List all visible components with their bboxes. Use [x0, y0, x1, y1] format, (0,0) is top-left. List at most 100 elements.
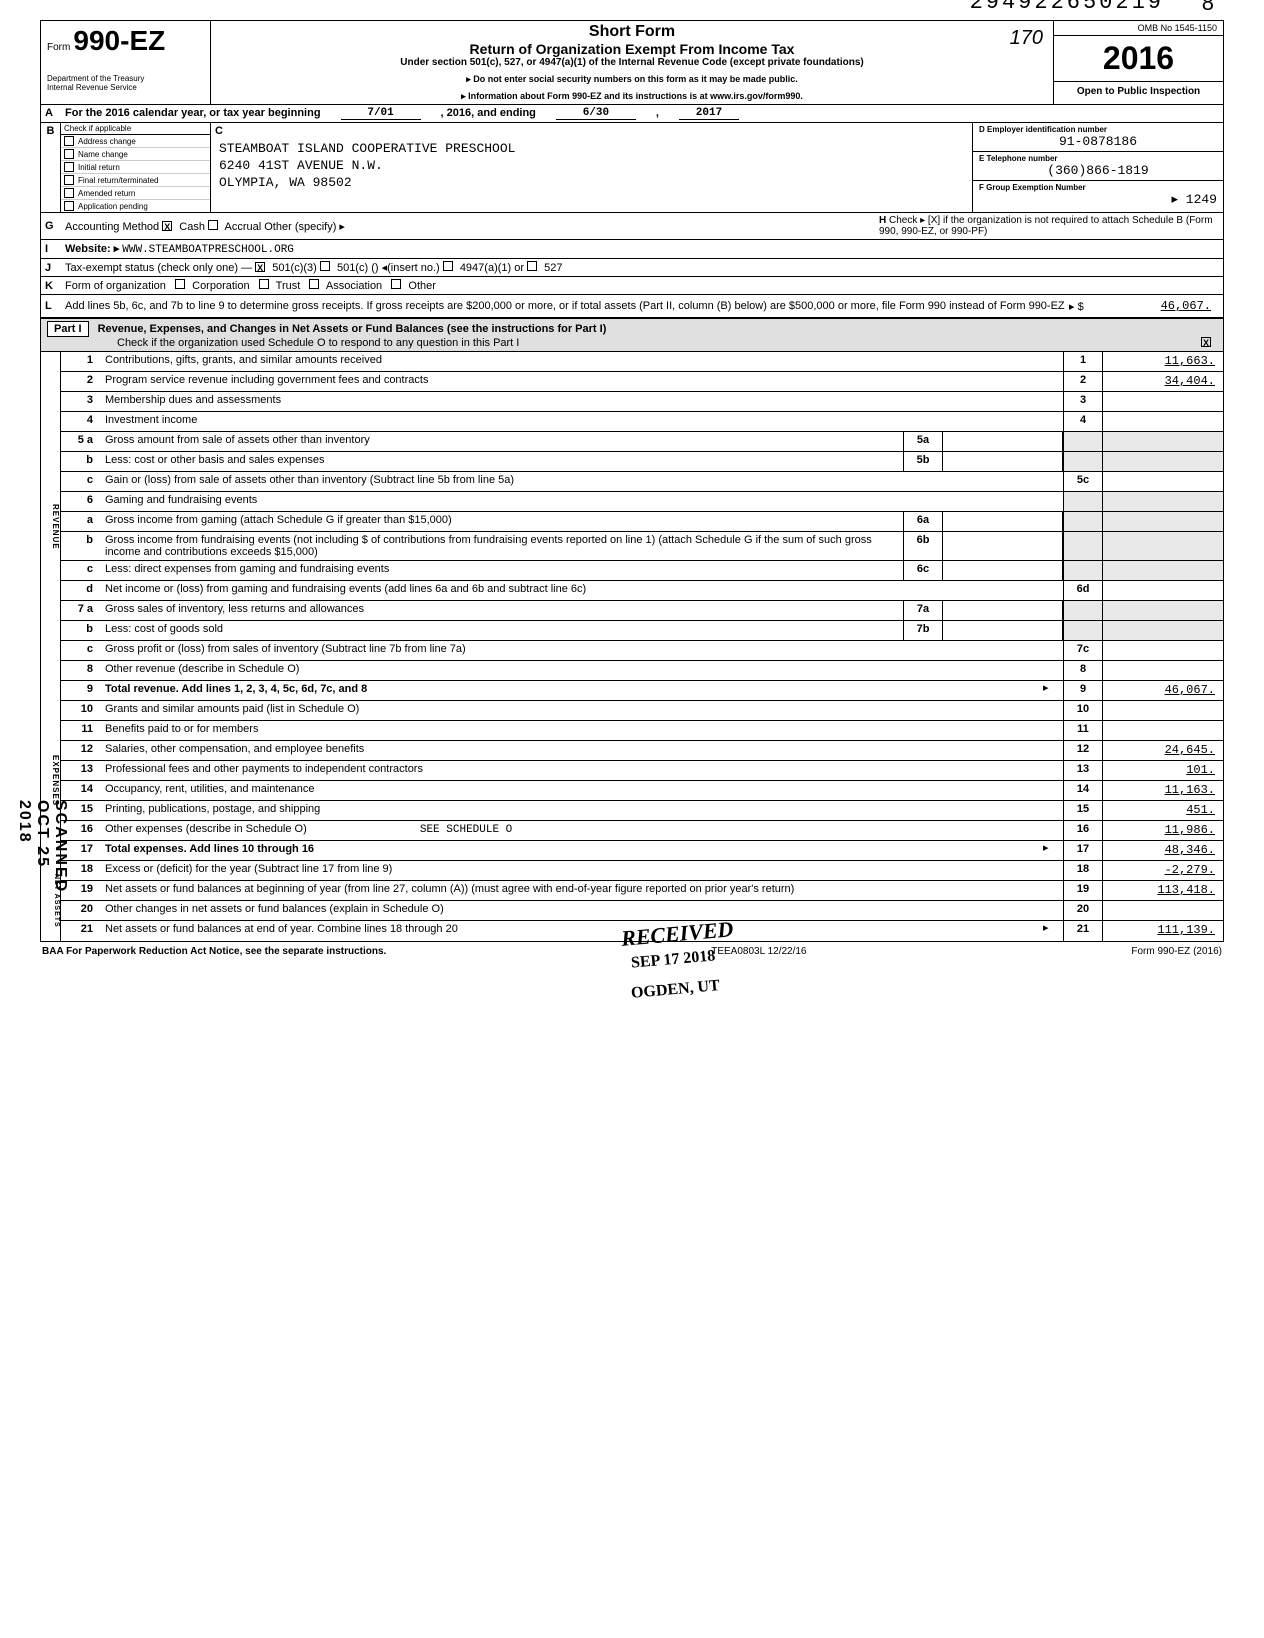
row-l: L Add lines 5b, 6c, and 7b to line 9 to …	[41, 295, 1223, 318]
omb-number: OMB No 1545-1150	[1054, 21, 1223, 36]
checkbox-corporation[interactable]	[175, 279, 185, 289]
checkbox-other[interactable]	[391, 279, 401, 289]
label-g: G	[45, 220, 65, 232]
line13-value: 101.	[1103, 761, 1223, 780]
part1-badge: Part I	[47, 321, 89, 337]
label-d: D Employer identification number	[979, 125, 1217, 134]
right-info: D Employer identification number 91-0878…	[973, 123, 1223, 212]
checkbox-association[interactable]	[309, 279, 319, 289]
header-row: Form 990-EZ Department of the Treasury I…	[41, 21, 1223, 105]
org-address: STEAMBOAT ISLAND COOPERATIVE PRESCHOOL 6…	[219, 141, 964, 192]
label-f: F Group Exemption Number	[979, 183, 1217, 192]
label-k: K	[45, 280, 65, 292]
row-a-text3: ,	[656, 107, 659, 120]
title-info: ▸ Information about Form 990-EZ and its …	[217, 91, 1047, 102]
inspection-label: Open to Public Inspection	[1054, 82, 1223, 104]
line21-value: 111,139.	[1103, 921, 1223, 941]
address-block: B Check if applicable Address change Nam…	[41, 123, 1223, 213]
title-short: Short Form	[217, 23, 1047, 41]
footer-mid: TEEA0803L 12/22/16	[711, 946, 806, 957]
checkbox-cash[interactable]: X	[162, 221, 172, 231]
form-of-org: Form of organization Corporation Trust A…	[65, 279, 1219, 292]
label-c: C	[215, 125, 223, 137]
label-j: J	[45, 262, 65, 274]
part1-sub: Check if the organization used Schedule …	[117, 337, 519, 349]
footer-right: Form 990-EZ (2016)	[1131, 946, 1222, 957]
line14-value: 11,163.	[1103, 781, 1223, 800]
checkbox-final-return[interactable]	[64, 175, 74, 185]
checkbox-trust[interactable]	[259, 279, 269, 289]
line16-value: 11,986.	[1103, 821, 1223, 840]
tax-year-end: 6/30	[556, 107, 636, 120]
title-cell: Short Form Return of Organization Exempt…	[211, 21, 1053, 104]
applicable-header: Check if applicable	[61, 123, 210, 135]
net-assets-section: NET ASSETS 18Excess or (deficit) for the…	[41, 861, 1223, 941]
line1-value: 11,663.	[1103, 352, 1223, 371]
row-a-text1: For the 2016 calendar year, or tax year …	[65, 107, 321, 120]
line3-value	[1103, 392, 1223, 411]
line2-value: 34,404.	[1103, 372, 1223, 391]
revenue-section: REVENUE 1Contributions, gifts, grants, a…	[41, 352, 1223, 701]
footer-left: BAA For Paperwork Reduction Act Notice, …	[42, 946, 386, 957]
form-page: 170 Form 990-EZ Department of the Treasu…	[40, 20, 1224, 942]
gross-receipts-value: 46,067.	[1099, 297, 1219, 315]
tax-year-begin: 7/01	[341, 107, 421, 120]
checkbox-name-change[interactable]	[64, 149, 74, 159]
ein-value: 91-0878186	[979, 134, 1217, 149]
form-cell: Form 990-EZ Department of the Treasury I…	[41, 21, 211, 104]
gross-receipts-text: Add lines 5b, 6c, and 7b to line 9 to de…	[65, 300, 1069, 312]
row-h: H Check ▸ [X] if the organization is not…	[879, 215, 1219, 237]
checkbox-527[interactable]	[527, 261, 537, 271]
title-warn: ▸ Do not enter social security numbers o…	[217, 74, 1047, 85]
checkbox-address-change[interactable]	[64, 136, 74, 146]
tax-year: 2016	[1054, 36, 1223, 82]
net-side-label: NET ASSETS	[41, 861, 61, 941]
checkbox-schedule-o[interactable]: X	[1201, 337, 1211, 347]
row-i: I Website: ▸ WWW.STEAMBOATPRESCHOOL.ORG	[41, 240, 1223, 259]
label-a: A	[45, 107, 65, 120]
footer: BAA For Paperwork Reduction Act Notice, …	[40, 942, 1224, 961]
line15-value: 451.	[1103, 801, 1223, 820]
checkbox-accrual[interactable]	[208, 220, 218, 230]
document-code: 294922650219	[970, 0, 1164, 15]
form-prefix: Form	[47, 42, 70, 53]
expenses-section: EXPENSES 10Grants and similar amounts pa…	[41, 701, 1223, 861]
accounting-method: Accounting Method X Cash Accrual Other (…	[65, 220, 879, 233]
line12-value: 24,645.	[1103, 741, 1223, 760]
title-sub1: Under section 501(c), 527, or 4947(a)(1)…	[217, 57, 1047, 68]
revenue-side-label: REVENUE	[41, 352, 61, 701]
expenses-side-label: EXPENSES	[41, 701, 61, 861]
website-row: Website: ▸ WWW.STEAMBOATPRESCHOOL.ORG	[65, 242, 879, 256]
checkbox-501c3[interactable]: X	[255, 262, 265, 272]
checkbox-amended-return[interactable]	[64, 188, 74, 198]
checkbox-application-pending[interactable]	[64, 201, 74, 211]
dept-treasury: Department of the Treasury Internal Reve…	[47, 75, 204, 93]
row-a: A For the 2016 calendar year, or tax yea…	[41, 105, 1223, 123]
checkbox-4947[interactable]	[443, 261, 453, 271]
checkbox-501c[interactable]	[320, 261, 330, 271]
form-name: 990-EZ	[73, 25, 165, 56]
phone-value: (360)866-1819	[979, 163, 1217, 178]
title-main: Return of Organization Exempt From Incom…	[217, 41, 1047, 57]
label-b: B	[41, 123, 61, 212]
line4-value	[1103, 412, 1223, 431]
address-main: C STEAMBOAT ISLAND COOPERATIVE PRESCHOOL…	[211, 123, 973, 212]
line17-value: 48,346.	[1103, 841, 1223, 860]
ogden-stamp: OGDEN, UT	[630, 977, 720, 1003]
tax-year-endyear: 2017	[679, 107, 739, 120]
row-k: K Form of organization Corporation Trust…	[41, 277, 1223, 295]
tax-exempt-status: Tax-exempt status (check only one) — X 5…	[65, 261, 879, 274]
checkbox-initial-return[interactable]	[64, 162, 74, 172]
row-j: J Tax-exempt status (check only one) — X…	[41, 259, 1223, 277]
line9-value: 46,067.	[1103, 681, 1223, 700]
part1-header: Part I Revenue, Expenses, and Changes in…	[41, 318, 1223, 352]
label-l: L	[45, 300, 65, 312]
label-i: I	[45, 243, 65, 255]
page-eight: 8	[1202, 0, 1214, 16]
part1-title: Revenue, Expenses, and Changes in Net As…	[98, 323, 607, 335]
row-a-text2: , 2016, and ending	[441, 107, 536, 120]
row-g: G Accounting Method X Cash Accrual Other…	[41, 213, 1223, 240]
group-exemption-value: ▸ 1249	[979, 192, 1217, 207]
right-cell: OMB No 1545-1150 2016 Open to Public Ins…	[1053, 21, 1223, 104]
line18-value: -2,279.	[1103, 861, 1223, 880]
